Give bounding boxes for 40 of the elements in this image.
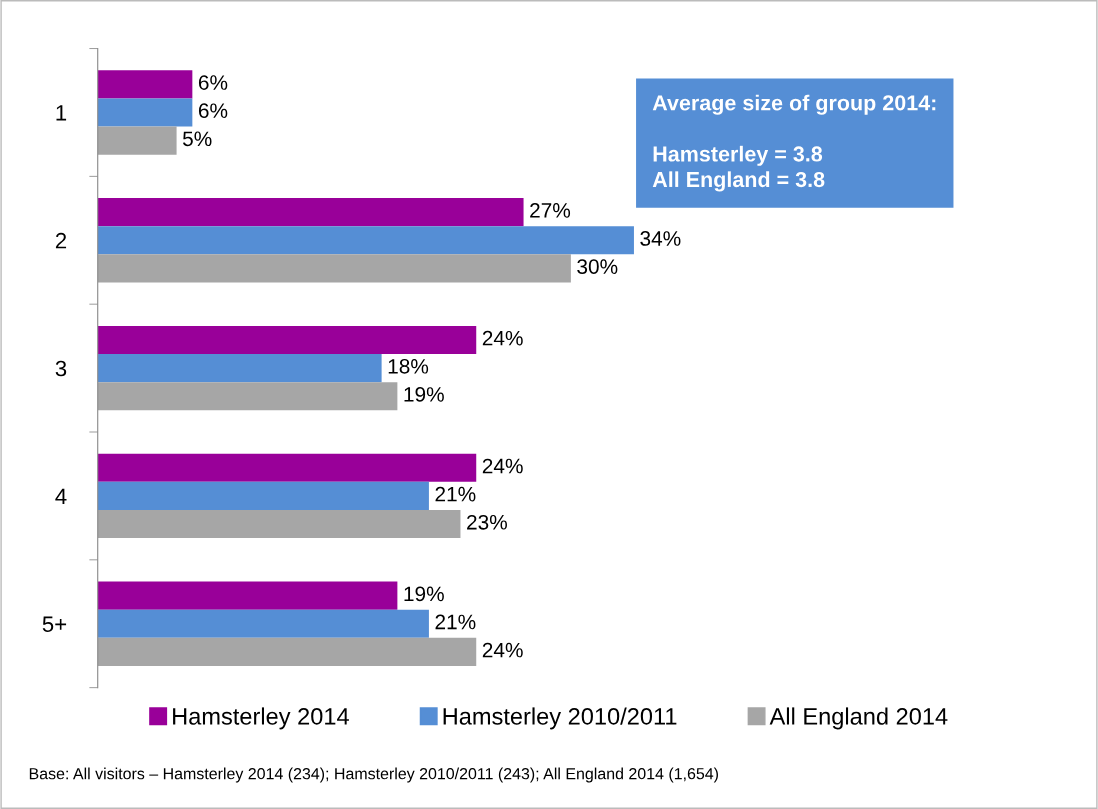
- legend-label: All England 2014: [769, 707, 948, 730]
- data-label: 23%: [467, 514, 507, 530]
- data-label: 30%: [577, 259, 618, 274]
- data-label: 24%: [482, 642, 523, 658]
- bar: [97, 609, 429, 638]
- legend-label: Hamsterley 2014: [173, 707, 349, 730]
- bar: [97, 226, 634, 255]
- data-label: 24%: [482, 458, 523, 474]
- text: Average size of group 2014: Hamsterley = 3.8 All England = 3.8: [652, 94, 936, 192]
- bar: [97, 382, 398, 411]
- data-label: 24%: [482, 330, 523, 346]
- data-label: 6%: [198, 103, 228, 119]
- y-tick-label: 3: [55, 360, 67, 377]
- text: Base: All visitors – Hamsterley 2014 (234); Hamsterley 2010/2011 (243); All England 2014 (1,654): [29, 767, 718, 783]
- data-label: 19%: [404, 586, 444, 602]
- data-label: 27%: [530, 202, 571, 218]
- bar: [97, 98, 193, 127]
- bar: [97, 481, 429, 510]
- bar: [97, 254, 571, 283]
- bar: [97, 325, 477, 355]
- y-tick-label: 5+: [42, 616, 67, 633]
- data-label: 18%: [388, 358, 429, 374]
- data-label: 6%: [198, 75, 228, 90]
- bar: [97, 354, 382, 383]
- y-tick-label: 2: [55, 232, 67, 249]
- data-label: 21%: [435, 614, 476, 630]
- data-label: 21%: [435, 486, 476, 502]
- bar: [97, 198, 524, 227]
- data-label: 34%: [640, 231, 681, 246]
- y-tick-label: 1: [56, 105, 67, 121]
- bar: [97, 70, 193, 99]
- bar: [97, 581, 398, 610]
- data-label: 5%: [182, 131, 212, 147]
- legend-label: Hamsterley 2010/2011: [443, 707, 677, 730]
- bar: [97, 637, 477, 666]
- bar: [97, 126, 177, 155]
- y-tick-label: 4: [55, 488, 67, 504]
- bar: [97, 453, 477, 482]
- bar: [97, 509, 461, 539]
- data-label: 19%: [404, 387, 444, 402]
